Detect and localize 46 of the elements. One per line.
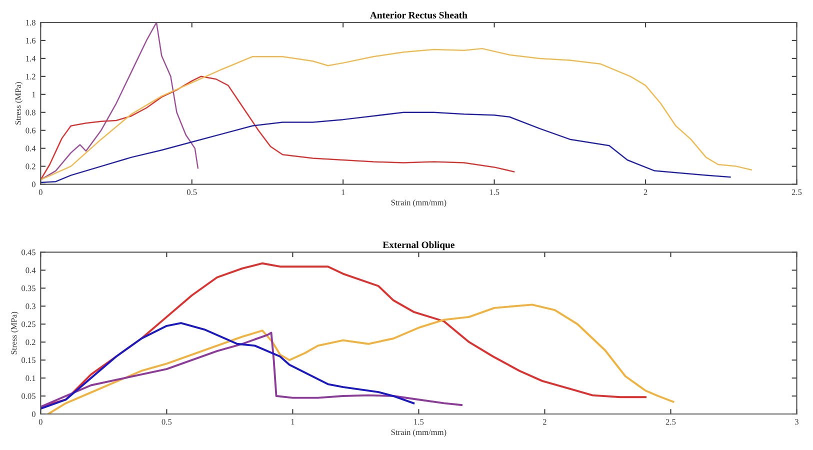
y-tick-label: 0.45 xyxy=(22,250,36,256)
x-tick-label: 3 xyxy=(795,419,798,425)
y-tick-label: 0.25 xyxy=(22,321,36,328)
x-tick-label: 2 xyxy=(542,419,546,425)
line-series xyxy=(40,22,199,180)
y-tick-label: 0.8 xyxy=(26,110,36,116)
x-axis-title: Strain (mm/mm) xyxy=(391,199,446,208)
y-tick-label: 0 xyxy=(32,182,36,188)
x-tick-label: 0 xyxy=(38,419,42,425)
y-tick-label: 0.35 xyxy=(22,286,36,292)
line-series xyxy=(40,48,752,180)
chart-title: External Oblique xyxy=(382,241,454,250)
x-tick-label: 0.5 xyxy=(162,419,172,425)
line-series xyxy=(47,304,674,414)
y-tick-label: 0.2 xyxy=(26,164,36,170)
y-tick-label: 0.05 xyxy=(22,393,36,400)
y-tick-label: 0 xyxy=(32,411,36,417)
y-tick-label: 0.4 xyxy=(26,146,36,152)
line-series xyxy=(40,322,415,410)
y-tick-label: 1.4 xyxy=(26,56,36,62)
y-axis-title: Stress (MPa) xyxy=(10,312,18,354)
y-axis-title: Stress (MPa) xyxy=(15,82,23,124)
x-tick-label: 1.5 xyxy=(414,419,424,425)
y-tick-label: 0.2 xyxy=(26,339,36,346)
y-tick-label: 1.6 xyxy=(26,38,36,44)
y-tick-label: 1.2 xyxy=(26,74,36,80)
y-tick-label: 1.8 xyxy=(26,20,36,26)
x-axis-title: Strain (mm/mm) xyxy=(391,429,446,437)
x-tick-label: 0.5 xyxy=(186,189,197,196)
x-tick-label: 1 xyxy=(291,419,294,425)
y-tick-label: 0.6 xyxy=(26,128,36,134)
x-tick-label: 2 xyxy=(644,189,648,195)
x-tick-label: 1.5 xyxy=(490,189,500,196)
chart-title: Anterior Rectus Sheath xyxy=(370,12,468,18)
x-tick-label: 2.5 xyxy=(792,189,802,196)
line-series xyxy=(40,76,515,180)
x-tick-label: 2.5 xyxy=(666,419,676,425)
y-tick-label: 0.1 xyxy=(26,375,36,382)
x-tick-label: 0 xyxy=(38,189,42,196)
line-series xyxy=(40,332,463,408)
y-tick-label: 0.4 xyxy=(26,268,36,274)
y-tick-label: 0.3 xyxy=(26,304,36,310)
line-series xyxy=(40,112,731,184)
y-tick-label: 0.15 xyxy=(22,357,36,364)
x-tick-label: 1 xyxy=(342,189,345,195)
y-tick-label: 1 xyxy=(32,92,36,98)
